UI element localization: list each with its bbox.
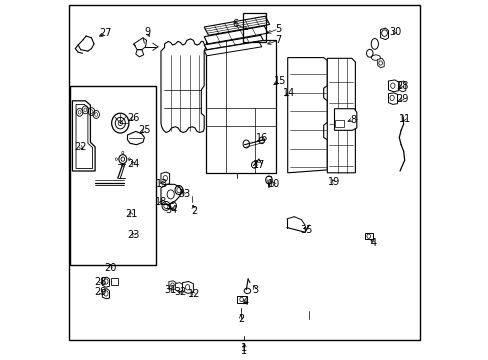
Polygon shape: [326, 58, 355, 173]
Text: 6: 6: [232, 19, 238, 30]
Text: 32: 32: [174, 287, 186, 297]
Text: 4: 4: [242, 297, 248, 307]
Bar: [243, 13, 265, 42]
Text: 18: 18: [155, 197, 167, 207]
Text: 28: 28: [94, 276, 106, 287]
Polygon shape: [204, 41, 261, 56]
Polygon shape: [204, 16, 269, 35]
Polygon shape: [102, 277, 109, 287]
Text: 20: 20: [104, 263, 117, 273]
Polygon shape: [168, 281, 176, 290]
Text: 8: 8: [349, 114, 356, 125]
Text: 14: 14: [283, 88, 295, 98]
Text: 1: 1: [241, 343, 247, 354]
Text: 2: 2: [191, 206, 197, 216]
Bar: [205, 40, 275, 173]
Text: 1: 1: [241, 346, 247, 356]
Bar: [237, 296, 247, 303]
Polygon shape: [377, 58, 384, 68]
Text: 15: 15: [273, 76, 285, 86]
Text: 5: 5: [275, 24, 281, 34]
Text: 2: 2: [237, 314, 244, 324]
Polygon shape: [204, 35, 263, 50]
Polygon shape: [204, 26, 267, 44]
Polygon shape: [175, 283, 182, 292]
Text: 17: 17: [252, 160, 264, 170]
Text: 22: 22: [74, 142, 87, 152]
Polygon shape: [161, 172, 169, 185]
Text: 7: 7: [275, 35, 281, 45]
Polygon shape: [387, 93, 397, 104]
Text: 23: 23: [127, 230, 140, 240]
Polygon shape: [399, 81, 405, 92]
Text: 26: 26: [127, 113, 140, 123]
Text: 33: 33: [178, 189, 190, 199]
Text: 19: 19: [327, 177, 339, 187]
Text: 29: 29: [395, 94, 407, 104]
Polygon shape: [161, 39, 205, 132]
Bar: [365, 233, 372, 239]
Polygon shape: [72, 101, 95, 171]
Text: 28: 28: [395, 81, 407, 91]
Text: 31: 31: [164, 285, 177, 295]
Polygon shape: [380, 28, 387, 40]
Polygon shape: [102, 289, 109, 299]
Text: 11: 11: [398, 114, 410, 124]
Polygon shape: [334, 109, 356, 130]
Text: 30: 30: [388, 27, 400, 37]
Text: 3: 3: [252, 285, 258, 295]
Bar: [335, 120, 344, 127]
Text: 24: 24: [127, 159, 140, 169]
Text: 25: 25: [138, 125, 150, 135]
Text: 27: 27: [100, 28, 112, 38]
Polygon shape: [127, 131, 144, 145]
Text: 16: 16: [255, 132, 267, 143]
Text: 21: 21: [124, 209, 137, 219]
Bar: [110, 278, 118, 285]
Text: 9: 9: [144, 27, 150, 37]
Text: 29: 29: [94, 287, 106, 297]
Text: 12: 12: [187, 289, 200, 300]
Polygon shape: [182, 282, 193, 293]
Polygon shape: [287, 58, 326, 173]
Text: 10: 10: [267, 179, 280, 189]
Text: 4: 4: [369, 238, 376, 248]
Polygon shape: [76, 104, 92, 168]
Bar: [70, 86, 156, 265]
Text: 34: 34: [165, 204, 178, 215]
Polygon shape: [387, 80, 398, 92]
Polygon shape: [161, 184, 181, 204]
Text: 35: 35: [300, 225, 312, 235]
Text: 13: 13: [155, 179, 167, 189]
